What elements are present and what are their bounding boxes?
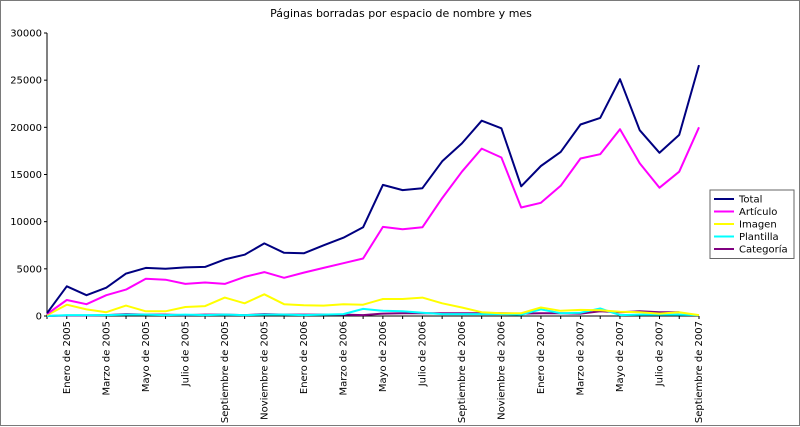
x-tick-label: Mayo de 2006 [378, 321, 389, 392]
legend-label: Artículo [739, 206, 777, 218]
x-tick-label: Septiembre de 2005 [220, 321, 231, 423]
x-tick-label: Mayo de 2007 [615, 321, 626, 392]
y-tick-label: 30000 [10, 29, 42, 40]
legend-label: Plantilla [739, 232, 779, 243]
x-tick-label: Marzo de 2006 [338, 321, 349, 396]
y-tick-label: 20000 [10, 123, 42, 134]
y-tick-label: 15000 [10, 170, 42, 181]
x-tick-label: Julio de 2005 [180, 321, 191, 387]
axes: 0 5000 10000 15000 20000 25000 30000 Enero de 2… [10, 29, 705, 424]
legend-label: Total [738, 195, 762, 206]
legend-label: Categoría [739, 244, 788, 256]
x-tick-label: Septiembre de 2007 [694, 321, 705, 423]
x-tick-label: Marzo de 2007 [575, 321, 586, 396]
chart-title: Páginas borradas por espacio de nombre y… [270, 7, 532, 20]
x-tick-label: Julio de 2007 [654, 321, 665, 387]
y-tick-label: 25000 [10, 76, 42, 87]
y-tick-label: 5000 [17, 264, 42, 275]
x-tick-label: Noviembre de 2005 [259, 321, 270, 420]
x-tick-label: Mayo de 2005 [141, 321, 152, 392]
series-line-imagen [46, 293, 700, 317]
series-line-artículo [46, 126, 700, 315]
y-tick-label: 10000 [10, 217, 42, 228]
series-line-total [46, 64, 700, 314]
y-tick-label: 0 [36, 312, 42, 323]
x-tick-label: Enero de 2005 [62, 321, 73, 394]
legend-label: Imagen [739, 220, 777, 231]
x-tick-label: Marzo de 2005 [101, 321, 112, 396]
x-tick-label: Enero de 2006 [299, 321, 310, 394]
x-tick-label: Julio de 2006 [417, 321, 428, 387]
x-tick-label: Enero de 2007 [536, 321, 547, 394]
x-tick-label: Septiembre de 2006 [457, 321, 468, 423]
series-layer [46, 64, 700, 317]
x-tick-label: Noviembre de 2006 [496, 321, 507, 420]
